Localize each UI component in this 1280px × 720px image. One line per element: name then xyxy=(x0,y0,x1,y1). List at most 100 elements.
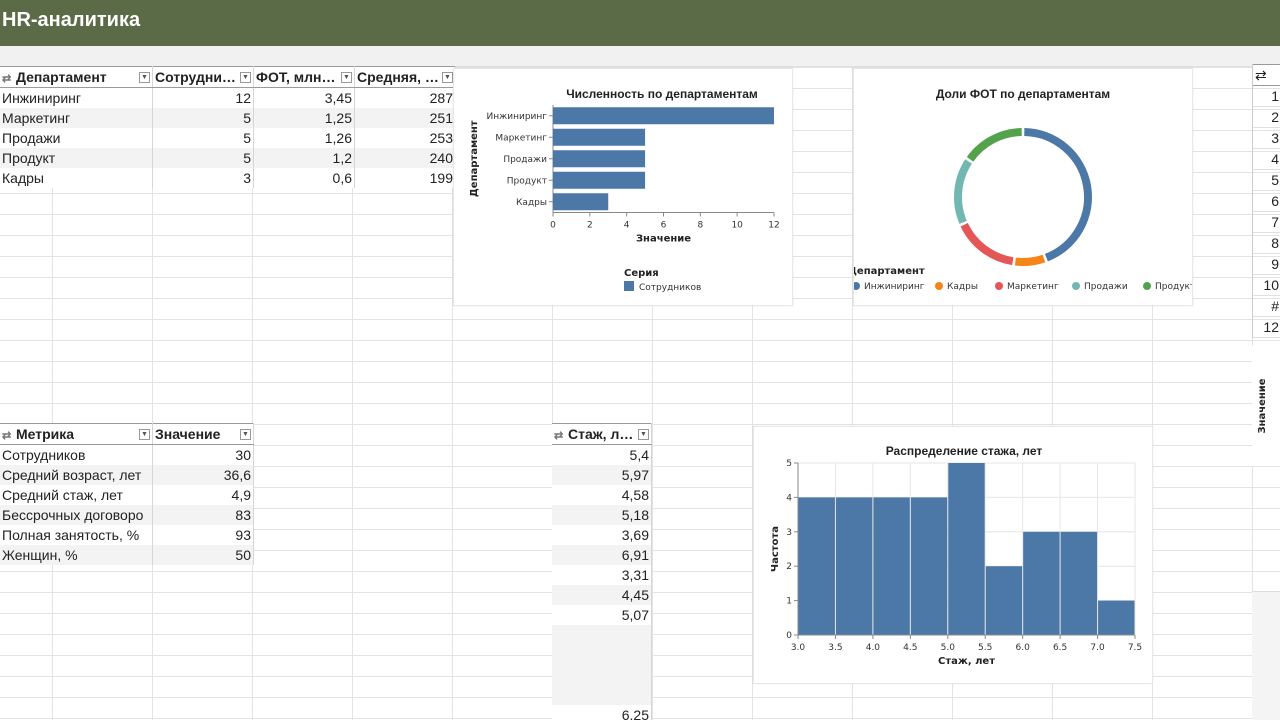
filter-dropdown-icon[interactable]: ▼ xyxy=(139,428,150,440)
metric-name-cell[interactable]: Полная занятость, % xyxy=(0,525,153,545)
value-cell[interactable]: 5 xyxy=(152,148,254,168)
value-cell[interactable]: 287 xyxy=(354,87,456,108)
table-row[interactable]: 3,31 xyxy=(552,565,652,585)
right-table-cell[interactable]: 9 xyxy=(1253,254,1280,275)
spreadsheet-grid[interactable]: ⇄ Департамент ▼ Сотрудни… ▼ ФОТ, млн … ▼ Средня… xyxy=(0,46,1280,720)
tenure-value-cell[interactable]: 5,07 xyxy=(552,605,652,625)
filter-dropdown-icon[interactable]: ▼ xyxy=(442,71,453,83)
tenure-value-cell[interactable]: 5,4 xyxy=(552,444,652,465)
column-header[interactable]: Средняя, … ▼ xyxy=(354,66,456,88)
department-cell[interactable]: Маркетинг xyxy=(0,108,153,128)
metric-name-cell[interactable]: Средний стаж, лет xyxy=(0,485,153,505)
right-table-cell[interactable]: 4 xyxy=(1253,149,1280,170)
table-row[interactable]: 6,25 xyxy=(552,705,652,720)
metric-name-cell[interactable]: Сотрудников xyxy=(0,444,153,465)
metric-value-cell[interactable]: 93 xyxy=(152,525,254,545)
metric-value-cell[interactable]: 36,6 xyxy=(152,465,254,485)
right-table-cell[interactable]: 2 xyxy=(1253,107,1280,128)
right-table-cell[interactable]: 3 xyxy=(1253,128,1280,149)
value-cell[interactable]: 12 xyxy=(152,87,254,108)
value-cell[interactable]: 3,45 xyxy=(253,87,355,108)
tenure-value-cell[interactable]: 3,31 xyxy=(552,565,652,585)
metric-value-cell[interactable]: 30 xyxy=(152,444,254,465)
table-row[interactable]: 4,58 xyxy=(552,485,652,505)
column-header[interactable]: ⇄ Метрика ▼ xyxy=(0,423,153,445)
table-row[interactable]: Инжиниринг 12 3,45 287 xyxy=(0,87,456,108)
value-cell[interactable]: 251 xyxy=(354,108,456,128)
table-row[interactable]: Сотрудников 30 xyxy=(0,444,254,465)
right-table-cell[interactable]: 1 xyxy=(1253,86,1280,107)
column-header[interactable]: ФОТ, млн … ▼ xyxy=(253,66,355,88)
value-cell[interactable]: 5 xyxy=(152,108,254,128)
metric-name-cell[interactable]: Женщин, % xyxy=(0,545,153,565)
tenure-value-cell[interactable]: 4,58 xyxy=(552,485,652,505)
table-row[interactable]: 5,97 xyxy=(552,465,652,485)
tenure-histogram-chart[interactable]: 0 1 2 3 4 5 3.0 3.5 4.0 4.5 5.0 5.5 6.0 6.5 7.0 7.5 Расп… xyxy=(753,426,1153,684)
metric-value-cell[interactable]: 50 xyxy=(152,545,254,565)
department-table[interactable]: ⇄ Департамент ▼ Сотрудни… ▼ ФОТ, млн … ▼ Средня… xyxy=(0,66,456,188)
metric-name-cell[interactable]: Средний возраст, лет xyxy=(0,465,153,485)
filter-dropdown-icon[interactable]: ▼ xyxy=(341,71,352,83)
tenure-value-cell[interactable]: 3,69 xyxy=(552,525,652,545)
value-cell[interactable]: 3 xyxy=(152,168,254,188)
headcount-chart[interactable]: Численность по департаментам Инжиниринг Ма… xyxy=(453,68,793,306)
tenure-value-cell[interactable]: 6,25 xyxy=(552,705,652,720)
right-table-cell[interactable]: 8 xyxy=(1253,233,1280,254)
value-cell[interactable]: 0,6 xyxy=(253,168,355,188)
filter-dropdown-icon[interactable]: ▼ xyxy=(638,428,649,440)
right-edge-table[interactable]: ⇄ 1 2 3 4 5 6 7 8 9 10 #12 xyxy=(1252,64,1280,338)
table-row[interactable]: Продукт 5 1,2 240 xyxy=(0,148,456,168)
value-cell[interactable]: 1,2 xyxy=(253,148,355,168)
column-header[interactable]: Значение ▼ xyxy=(152,423,254,445)
payroll-share-chart[interactable]: Доли ФОТ по департаментам Департамент Инжи… xyxy=(853,68,1193,306)
right-table-cell[interactable]: 5 xyxy=(1253,170,1280,191)
value-cell[interactable]: 240 xyxy=(354,148,456,168)
right-table-header[interactable]: ⇄ xyxy=(1253,64,1280,86)
tenure-table[interactable]: ⇄ Стаж, л… ▼ 5,4 5,97 4,58 5,18 3,69 6,91 3,31 4,… xyxy=(552,423,652,720)
metric-value-cell[interactable]: 4,9 xyxy=(152,485,254,505)
right-table-cell[interactable]: # xyxy=(1253,296,1280,317)
table-row[interactable]: Женщин, % 50 xyxy=(0,545,254,565)
column-header[interactable]: Сотрудни… ▼ xyxy=(152,66,254,88)
metric-name-cell[interactable]: Бессрочных договоро xyxy=(0,505,153,525)
table-row[interactable]: Продажи 5 1,26 253 xyxy=(0,128,456,148)
value-cell[interactable]: 199 xyxy=(354,168,456,188)
table-row[interactable]: 5,4 xyxy=(552,444,652,465)
value-cell[interactable]: 253 xyxy=(354,128,456,148)
table-row[interactable]: 4,45 xyxy=(552,585,652,605)
table-row[interactable]: Маркетинг 5 1,25 251 xyxy=(0,108,456,128)
right-table-cell[interactable]: 10 xyxy=(1253,275,1280,296)
tenure-empty-cell[interactable] xyxy=(552,625,652,705)
table-row[interactable]: 5,18 xyxy=(552,505,652,525)
table-row[interactable]: 5,07 xyxy=(552,605,652,625)
column-header[interactable]: ⇄ Департамент ▼ xyxy=(0,66,153,88)
column-header[interactable]: ⇄ Стаж, л… ▼ xyxy=(552,423,652,445)
table-row[interactable]: Средний возраст, лет 36,6 xyxy=(0,465,254,485)
table-row[interactable]: Бессрочных договоро 83 xyxy=(0,505,254,525)
metric-value-cell[interactable]: 83 xyxy=(152,505,254,525)
tenure-value-cell[interactable]: 5,97 xyxy=(552,465,652,485)
table-row[interactable]: 3,69 xyxy=(552,525,652,545)
metrics-table[interactable]: ⇄ Метрика ▼ Значение ▼ Сотрудников 30 Средний … xyxy=(0,423,254,565)
right-table-cell[interactable]: 6 xyxy=(1253,191,1280,212)
table-row[interactable] xyxy=(552,625,652,705)
table-row[interactable]: Полная занятость, % 93 xyxy=(0,525,254,545)
filter-dropdown-icon[interactable]: ▼ xyxy=(240,71,251,83)
right-table-cell[interactable]: 7 xyxy=(1253,212,1280,233)
department-cell[interactable]: Продажи xyxy=(0,128,153,148)
table-row[interactable]: Средний стаж, лет 4,9 xyxy=(0,485,254,505)
tenure-value-cell[interactable]: 4,45 xyxy=(552,585,652,605)
filter-dropdown-icon[interactable]: ▼ xyxy=(139,71,150,83)
value-cell[interactable]: 1,25 xyxy=(253,108,355,128)
value-cell[interactable]: 1,26 xyxy=(253,128,355,148)
value-cell[interactable]: 5 xyxy=(152,128,254,148)
table-row[interactable]: 6,91 xyxy=(552,545,652,565)
filter-dropdown-icon[interactable]: ▼ xyxy=(240,428,251,440)
department-cell[interactable]: Инжиниринг xyxy=(0,87,153,108)
department-cell[interactable]: Продукт xyxy=(0,148,153,168)
tenure-value-cell[interactable]: 6,91 xyxy=(552,545,652,565)
tenure-value-cell[interactable]: 5,18 xyxy=(552,505,652,525)
table-row[interactable]: Кадры 3 0,6 199 xyxy=(0,168,456,188)
right-table-cell[interactable]: 12 xyxy=(1253,317,1280,338)
department-cell[interactable]: Кадры xyxy=(0,168,153,188)
